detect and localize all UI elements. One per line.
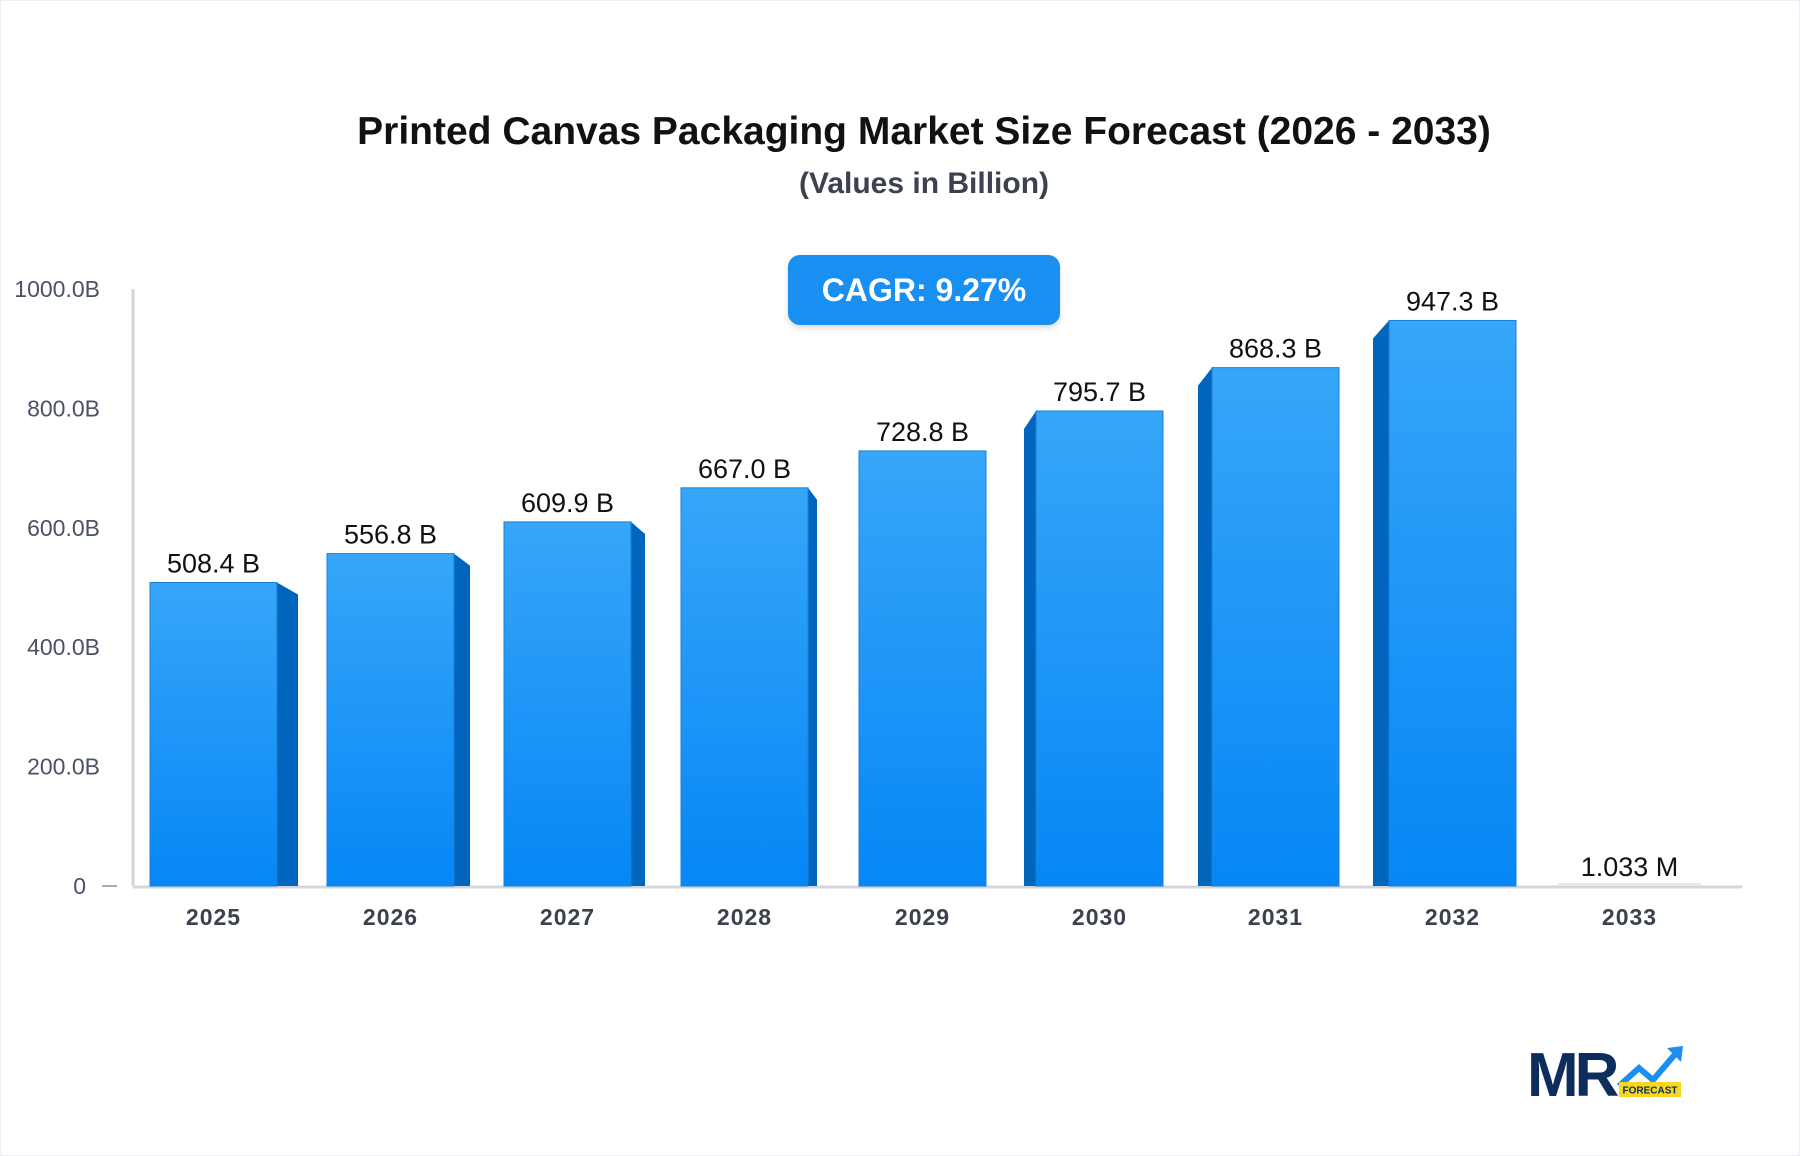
- bar: [1388, 319, 1517, 887]
- mr-forecast-logo: MR FORECAST: [1527, 1041, 1683, 1100]
- bar-side: [454, 553, 470, 886]
- bar: [858, 450, 987, 887]
- bar-side: [1024, 410, 1036, 886]
- bar-side: [1198, 367, 1212, 887]
- y-tick-label: 800.0B: [27, 395, 100, 421]
- x-tick-label: 2025: [186, 904, 241, 930]
- bar: [680, 487, 809, 887]
- data-label: 556.8 B: [344, 520, 437, 550]
- bar-side: [1373, 320, 1389, 886]
- y-tick-label: 200.0B: [27, 754, 100, 780]
- x-tick-label: 2026: [363, 904, 418, 930]
- bar: [1558, 883, 1701, 886]
- svg-text:MR: MR: [1527, 1041, 1619, 1100]
- chart-title: Printed Canvas Packaging Market Size For…: [357, 110, 1491, 153]
- y-tick-label: 400.0B: [27, 634, 100, 660]
- x-tick-label: 2027: [540, 904, 595, 930]
- x-tick-label: 2033: [1602, 904, 1657, 930]
- bar: [326, 553, 455, 887]
- bar: [1211, 367, 1340, 887]
- bar: [149, 581, 278, 887]
- bar-side: [808, 487, 817, 886]
- x-tick-label: 2029: [895, 904, 950, 930]
- y-tick-label: 1000.0B: [14, 276, 100, 302]
- x-tick-label: 2032: [1425, 904, 1480, 930]
- data-label: 947.3 B: [1406, 286, 1499, 316]
- data-label: 1.033 M: [1581, 852, 1679, 882]
- bar-side: [631, 521, 645, 886]
- data-label: 868.3 B: [1229, 334, 1322, 364]
- data-label: 795.7 B: [1053, 377, 1146, 407]
- bar: [503, 521, 632, 887]
- cagr-badge: CAGR: 9.27%: [788, 255, 1060, 325]
- data-label: 667.0 B: [698, 454, 791, 484]
- x-tick-label: 2030: [1072, 904, 1127, 930]
- data-label: 728.8 B: [876, 417, 969, 447]
- data-label: 609.9 B: [521, 488, 614, 518]
- y-tick-label: 600.0B: [27, 515, 100, 541]
- x-tick-label: 2031: [1248, 904, 1303, 930]
- x-tick-label: 2028: [717, 904, 772, 930]
- y-tick-label: 0: [73, 873, 86, 899]
- data-label: 508.4 B: [167, 548, 260, 578]
- bar: [1035, 410, 1164, 887]
- chart-subtitle: (Values in Billion): [798, 167, 1050, 200]
- svg-text:FORECAST: FORECAST: [1623, 1086, 1678, 1097]
- bar-side: [277, 582, 298, 886]
